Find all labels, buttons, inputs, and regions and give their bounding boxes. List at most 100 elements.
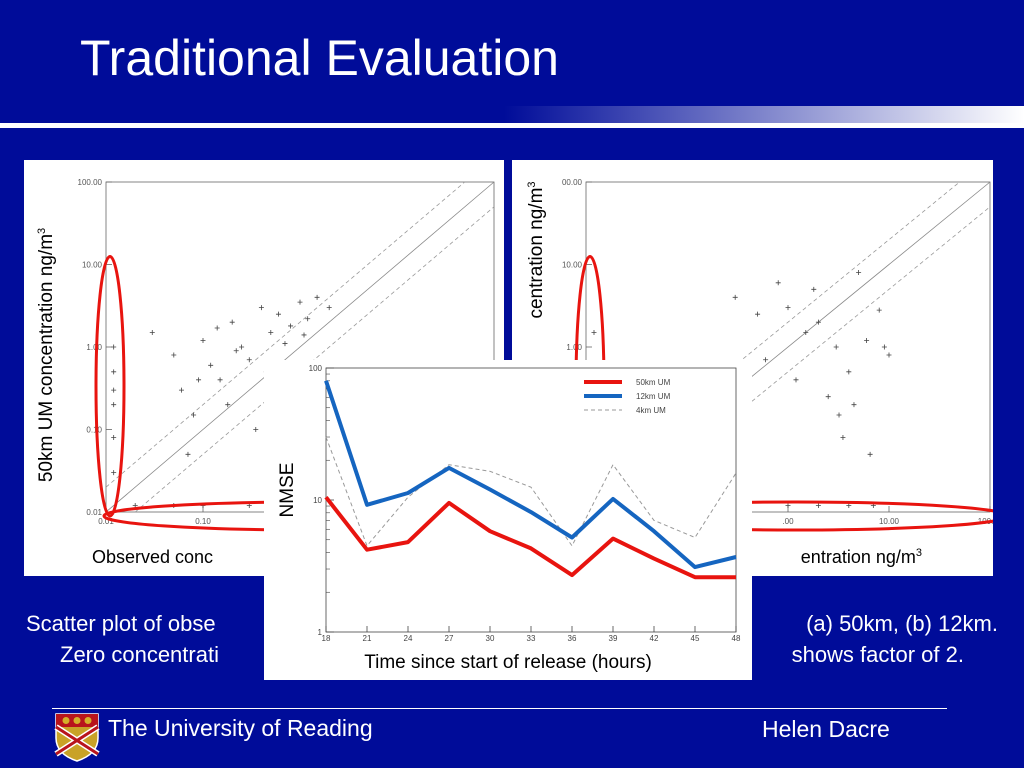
scatter-point xyxy=(867,451,873,457)
scatter-point xyxy=(846,369,852,375)
scatter-point xyxy=(208,362,214,368)
scatter-point xyxy=(111,344,117,350)
x-axis-label-superscript: 3 xyxy=(916,547,922,559)
scatter-point xyxy=(149,329,155,335)
scatter-point xyxy=(851,402,857,408)
scatter-point xyxy=(214,325,220,331)
scatter-point xyxy=(755,311,761,317)
scatter-point xyxy=(229,319,235,325)
scatter-point xyxy=(864,337,870,343)
x-tick-label: 45 xyxy=(691,634,700,643)
y-axis-label: NMSE xyxy=(277,463,298,518)
x-tick-label: 10.00 xyxy=(879,517,900,526)
x-axis-label-text: entration ng/m xyxy=(801,547,916,567)
scatter-point xyxy=(775,280,781,286)
scatter-point xyxy=(297,299,303,305)
y-tick-label: 1.00 xyxy=(566,343,582,352)
factor-two-lower-line xyxy=(134,206,495,513)
x-tick-label: 21 xyxy=(363,634,372,643)
y-axis-label-superscript: 3 xyxy=(36,228,48,234)
x-axis-label-text: Observed conc xyxy=(92,547,213,567)
x-tick-label: 33 xyxy=(527,634,536,643)
series-line-4km-um xyxy=(325,436,737,547)
scatter-point xyxy=(253,427,259,432)
y-tick-label: 0.01 xyxy=(86,508,102,517)
scatter-point xyxy=(239,344,245,350)
scatter-point xyxy=(301,332,307,338)
y-axis-label-text: centration ng/m xyxy=(526,188,547,319)
scatter-point xyxy=(785,502,791,508)
y-tick-label: 0.10 xyxy=(86,426,102,435)
nmse-panel: 100 10 1 18 21 24 27 30 33 36 39 42 45 48 50km UM 12km … xyxy=(264,360,752,680)
scatter-point xyxy=(185,451,191,457)
y-tick-label: 00.00 xyxy=(562,178,583,187)
series-line-50km-um xyxy=(324,495,736,580)
x-axis-label: Observed conc xyxy=(92,547,213,567)
scatter-point xyxy=(111,369,117,375)
scatter-point xyxy=(314,294,320,300)
scatter-point xyxy=(825,394,831,400)
caption-line2-left: Zero concentrati xyxy=(60,642,219,667)
x-tick-label: 0.10 xyxy=(195,517,211,526)
one-to-one-line xyxy=(105,181,495,513)
scatter-point xyxy=(856,269,862,275)
university-crest-icon xyxy=(54,713,100,762)
caption-line2-right: shows factor of 2. xyxy=(791,642,964,667)
y-tick-label: 1.00 xyxy=(86,343,102,352)
scatter-point xyxy=(171,352,177,358)
x-tick-label: 42 xyxy=(650,634,659,643)
scatter-point xyxy=(111,387,117,393)
zero-observation-ellipse xyxy=(94,255,126,518)
scatter-point xyxy=(803,329,809,335)
scatter-point xyxy=(275,311,281,317)
x-axis-label: entration ng/m3 xyxy=(801,547,922,567)
scatter-point xyxy=(200,337,206,343)
x-axis-label: Time since start of release (hours) xyxy=(364,652,652,673)
footer-university: The University of Reading xyxy=(108,715,373,741)
slide-title: Traditional Evaluation xyxy=(80,30,559,86)
scatter-point xyxy=(258,305,264,311)
scatter-point xyxy=(815,319,821,325)
x-tick-label: 24 xyxy=(404,634,413,643)
x-tick-label: 27 xyxy=(445,634,454,643)
x-tick-label: 36 xyxy=(568,634,577,643)
scatter-point xyxy=(225,402,231,408)
y-axis-label-text: 50km UM concentration ng/m xyxy=(36,234,57,482)
scatter-point xyxy=(268,329,274,335)
x-tick-label: 18 xyxy=(322,634,331,643)
legend-label: 4km UM xyxy=(636,406,666,415)
series-line-12km-um xyxy=(324,380,737,570)
scatter-point xyxy=(178,387,184,393)
scatter-point xyxy=(233,348,239,354)
scatter-point xyxy=(833,344,839,350)
y-tick-label: 100 xyxy=(309,364,323,373)
scatter-point xyxy=(246,357,252,363)
y-tick-label: 100.00 xyxy=(78,178,103,187)
y-tick-label: 10.00 xyxy=(82,261,103,270)
scatter-point xyxy=(840,434,846,440)
x-tick-label: 39 xyxy=(609,634,618,643)
scatter-point xyxy=(111,434,117,440)
scatter-point xyxy=(196,377,202,383)
y-tick-label: 10.00 xyxy=(562,261,583,270)
scatter-point xyxy=(217,377,223,383)
scatter-point xyxy=(326,305,332,311)
scatter-point xyxy=(111,470,117,476)
y-axis-label-superscript: 3 xyxy=(526,181,538,187)
scatter-point xyxy=(305,316,311,322)
scatter-point xyxy=(811,286,817,292)
y-tick-label: 1 xyxy=(318,628,323,637)
scatter-point xyxy=(815,502,821,508)
x-tick-label: 0.01 xyxy=(98,517,114,526)
y-tick-label: 10 xyxy=(313,496,322,505)
factor-two-upper-line xyxy=(105,181,466,488)
footer-rule xyxy=(52,708,947,709)
scatter-point xyxy=(876,307,882,313)
caption-line1-right: (a) 50km, (b) 12km. xyxy=(806,611,998,636)
scatter-point xyxy=(785,305,791,311)
footer-author: Helen Dacre xyxy=(762,716,890,742)
scatter-point xyxy=(111,402,117,408)
scatter-point xyxy=(793,377,799,383)
scatter-point xyxy=(282,341,288,347)
scatter-point xyxy=(836,412,842,418)
